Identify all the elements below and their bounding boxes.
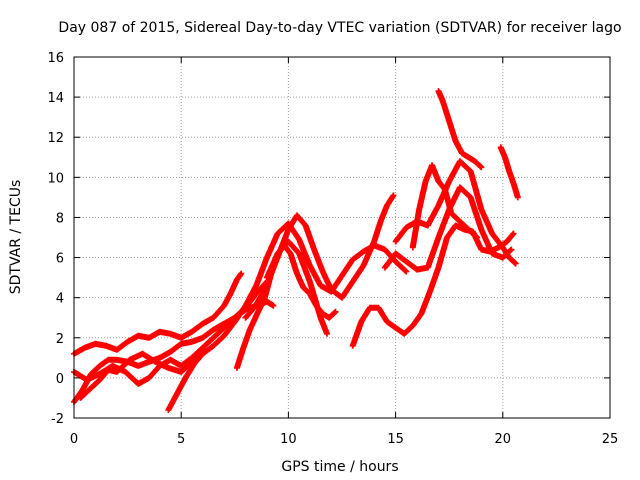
x-tick-label: 10 [280,432,297,447]
x-tick-label: 0 [70,432,78,447]
series-pass-L [409,162,481,251]
y-tick-label: 8 [56,211,64,226]
data-points [71,88,521,413]
plot-frame [73,56,611,419]
y-tick-label: -2 [51,412,64,427]
y-tick-label: 14 [47,91,64,106]
series-pass-N [497,144,521,201]
series-markers [497,144,521,201]
series-markers [435,88,485,171]
y-tick-label: 2 [56,332,64,347]
series-pass-H [264,238,330,337]
series-pass-D [77,350,202,401]
y-tick-label: 12 [47,131,64,146]
x-tick-label: 5 [177,432,185,447]
series-pass-J [392,158,519,267]
x-tick-label: 20 [495,432,512,447]
axis-ticks: 0 5 10 15 20 25 -2 0 2 4 6 8 10 12 14 16 [47,51,618,447]
y-axis-label: SDTVAR / TECUs [8,180,24,295]
x-tick-label: 25 [602,432,619,447]
y-tick-label: 16 [47,51,64,66]
series-pass-M [435,88,485,171]
y-tick-label: 10 [47,171,64,186]
y-tick-label: 0 [56,372,64,387]
x-axis-label: GPS time / hours [281,459,398,475]
y-tick-label: 6 [56,252,64,267]
y-tick-label: 4 [56,292,64,307]
series-markers [392,158,519,267]
chart-title: Day 087 of 2015, Sidereal Day-to-day VTE… [58,20,621,36]
series-pass-K [381,184,515,273]
x-tick-label: 15 [387,432,404,447]
